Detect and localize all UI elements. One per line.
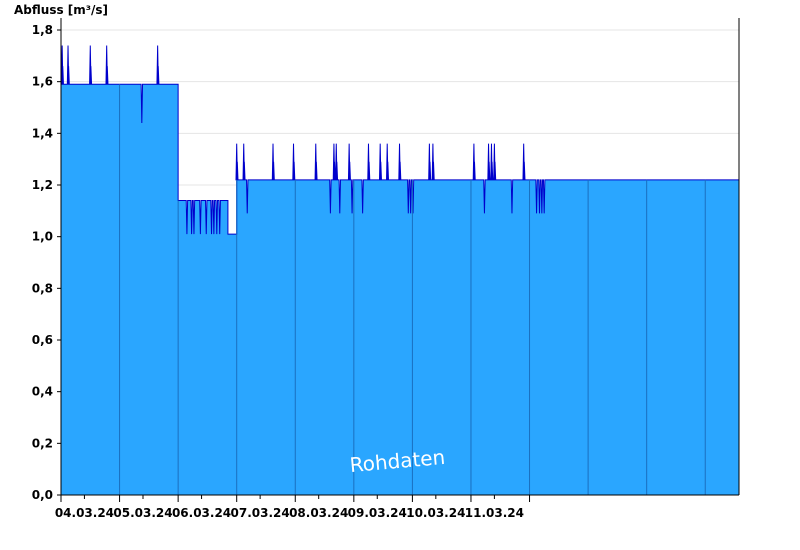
y-tick-label: 1,2 (32, 178, 53, 192)
y-tick-label: 1,8 (32, 23, 53, 37)
x-tick-label: 04.03.24 (55, 506, 114, 520)
y-tick-label: 0,6 (32, 333, 53, 347)
y-axis-title: Abfluss [m³/s] (14, 3, 108, 17)
y-tick-label: 0,8 (32, 281, 53, 295)
y-tick-label: 1,4 (32, 126, 53, 140)
y-tick-label: 0,2 (32, 436, 53, 450)
x-tick-label: 08.03.24 (289, 506, 348, 520)
y-tick-label: 1,0 (32, 230, 53, 244)
y-tick-label: 0,4 (32, 385, 53, 399)
x-tick-label: 05.03.24 (113, 506, 172, 520)
series-area (61, 45, 739, 495)
x-tick-label: 07.03.24 (231, 506, 290, 520)
axes (60, 18, 740, 496)
plot-area (60, 45, 739, 495)
y-tick-label: 0,0 (32, 488, 53, 502)
x-tick-label: 06.03.24 (172, 506, 231, 520)
x-tick-label: 10.03.24 (406, 506, 465, 520)
series-line (60, 45, 739, 235)
y-tick-label: 1,6 (32, 75, 53, 89)
x-tick-label: 11.03.24 (465, 506, 524, 520)
x-tick-label: 09.03.24 (348, 506, 407, 520)
ticks: 0,0 0,2 0,4 0,6 0,8 1,0 1,2 1,4 1,6 1,8 04.03.24 05… (32, 23, 531, 520)
